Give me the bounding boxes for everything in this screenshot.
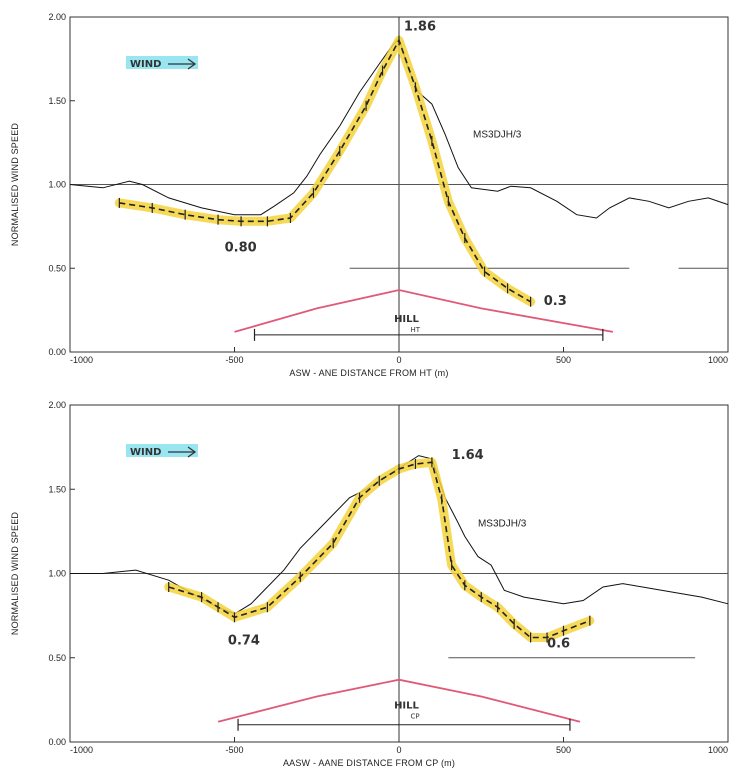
- wind-label: WIND: [130, 447, 161, 458]
- x-tick-label: -1000: [70, 745, 93, 755]
- x-axis-label: ASW - ANE DISTANCE FROM HT (m): [289, 368, 448, 378]
- y-tick-label: 0.50: [48, 263, 66, 273]
- value-annotation: 0.74: [228, 633, 260, 648]
- x-tick-label: 1000: [708, 745, 728, 755]
- wind-label: WIND: [130, 59, 161, 70]
- y-axis-label: NORMALISED WIND SPEED: [10, 512, 20, 636]
- value-annotation: 1.64: [452, 448, 484, 463]
- x-tick-label: 500: [556, 745, 571, 755]
- value-annotation: 0.6: [547, 637, 570, 652]
- highlight-band: [164, 457, 595, 642]
- y-tick-label: 0.00: [48, 737, 66, 747]
- wind-highlight: [126, 56, 198, 69]
- hill-annotation: HILL: [394, 700, 419, 711]
- y-tick-label: 0.00: [48, 347, 66, 357]
- wind-highlight: [126, 444, 198, 457]
- x-tick-label: 1000: [708, 355, 728, 365]
- chart-panel-2: 0.00 0.50 1.00 1.50 2.00 -1000 -500 0 500 1000 AAS…: [10, 400, 729, 768]
- y-tick-label: 2.00: [48, 400, 66, 410]
- hill-code-annotation: CP: [411, 712, 420, 720]
- hill-profile-line: [217, 678, 581, 723]
- x-tick-label: -500: [225, 355, 243, 365]
- y-tick-label: 0.50: [48, 653, 66, 663]
- hill-profile-line: [234, 289, 614, 333]
- value-annotation: 0.3: [544, 294, 567, 309]
- chart-panel-1: 0.00 0.50 1.00 1.50 2.00 -1000 -500 0 500 1000 ASW…: [10, 12, 729, 378]
- wind-arrowhead-icon: [187, 446, 197, 458]
- x-axis-label: AASW - AANE DISTANCE FROM CP (m): [283, 758, 455, 768]
- hill-code-annotation: HT: [411, 326, 421, 334]
- y-tick-label: 1.00: [48, 569, 66, 579]
- value-annotation: 0.80: [225, 241, 257, 256]
- x-tick-label: 0: [396, 745, 401, 755]
- measured-series-line: [168, 461, 591, 639]
- series-annotation: MS3DJH/3: [473, 130, 522, 141]
- x-tick-label: -1000: [70, 355, 93, 365]
- y-tick-label: 1.50: [48, 484, 66, 494]
- hill-annotation: HILL: [394, 314, 419, 325]
- value-annotation: 1.86: [404, 19, 436, 34]
- y-tick-label: 1.00: [48, 180, 66, 190]
- x-tick-label: 500: [556, 355, 571, 365]
- highlight-band: [114, 35, 536, 307]
- y-axis-label: NORMALISED WIND SPEED: [10, 123, 20, 247]
- x-tick-label: -500: [225, 745, 243, 755]
- y-tick-label: 2.00: [48, 12, 66, 22]
- y-tick-label: 1.50: [48, 96, 66, 106]
- series-annotation: MS3DJH/3: [478, 518, 527, 529]
- wind-arrowhead-icon: [187, 58, 197, 70]
- x-tick-label: 0: [396, 355, 401, 365]
